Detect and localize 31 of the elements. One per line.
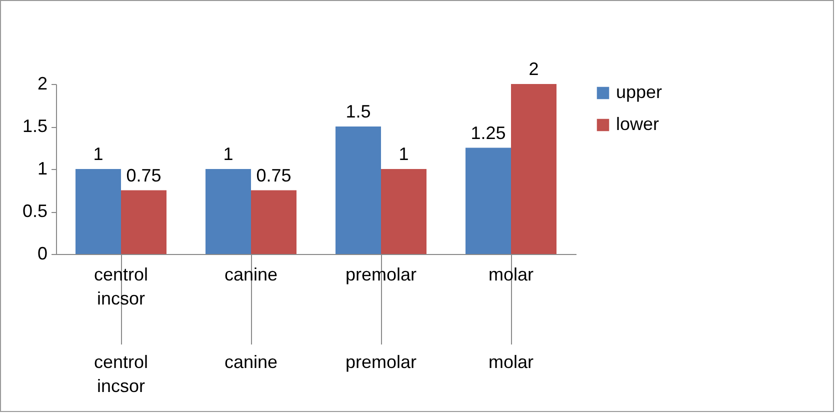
bar xyxy=(511,84,556,254)
data-label: 1 xyxy=(93,144,104,164)
bar xyxy=(466,148,511,254)
y-tick-label: 0.5 xyxy=(22,201,48,221)
category-label: canine xyxy=(224,352,278,372)
category-label: premolar xyxy=(345,352,417,372)
y-tick-label: 1.5 xyxy=(22,116,48,136)
data-label: 1.25 xyxy=(470,122,506,143)
x-tick-label: centrol incsor xyxy=(94,264,148,308)
data-label: 0.75 xyxy=(126,165,162,186)
bar xyxy=(206,169,251,254)
category-label: centrol incsor xyxy=(94,352,148,396)
bar xyxy=(121,190,166,254)
y-tick-label: 1 xyxy=(37,158,48,178)
data-label: 0.75 xyxy=(256,165,292,186)
bar xyxy=(336,126,381,254)
data-label: 1 xyxy=(398,144,409,164)
legend-label: lower xyxy=(616,114,660,134)
category-label: molar xyxy=(488,352,534,372)
data-label: 1 xyxy=(223,144,234,164)
bar xyxy=(381,169,426,254)
data-label: 1.5 xyxy=(346,102,371,122)
x-tick-label: molar xyxy=(488,264,534,284)
y-tick-label: 2 xyxy=(37,74,48,94)
bar xyxy=(76,169,121,254)
bar xyxy=(251,190,296,254)
y-tick-label: 0 xyxy=(37,244,48,264)
data-label: 2 xyxy=(528,59,539,79)
x-tick-label: canine xyxy=(224,264,278,284)
legend-label: upper xyxy=(616,82,662,102)
x-tick-label: premolar xyxy=(345,264,417,284)
